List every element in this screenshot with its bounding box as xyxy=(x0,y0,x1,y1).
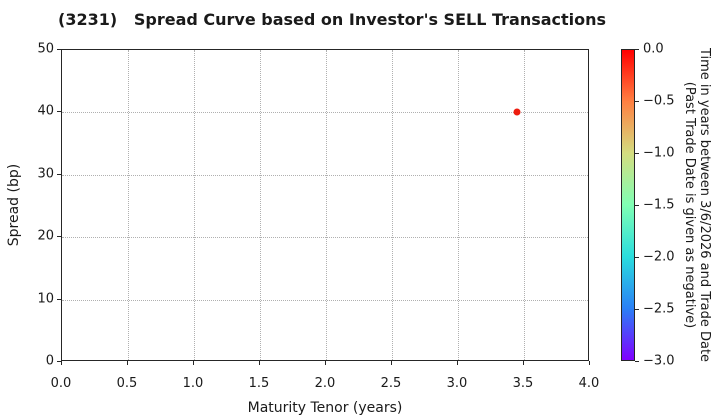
y-tick-label: 50 xyxy=(37,41,54,57)
y-tick-label: 0 xyxy=(45,353,54,369)
y-tick-label: 30 xyxy=(37,166,54,182)
x-tick-mark xyxy=(127,361,128,365)
gridline-vertical xyxy=(128,50,129,360)
x-tick-mark xyxy=(589,361,590,365)
colorbar-tick-mark xyxy=(635,49,639,50)
x-tick-label: 3.5 xyxy=(512,376,534,391)
gridline-horizontal xyxy=(62,237,588,239)
colorbar-tick-mark xyxy=(635,309,639,310)
colorbar-tick-mark xyxy=(635,361,639,362)
y-tick-mark xyxy=(57,298,61,300)
gridline-vertical xyxy=(194,50,195,360)
x-tick-mark xyxy=(457,361,458,365)
gridline-horizontal xyxy=(62,174,588,176)
colorbar-tick-label: −3.0 xyxy=(643,353,675,369)
x-tick-label: 4.0 xyxy=(578,376,600,391)
plot-area xyxy=(61,49,589,361)
x-tick-label: 0.0 xyxy=(50,376,72,391)
y-tick-mark xyxy=(57,49,61,50)
x-tick-mark xyxy=(259,361,260,365)
gridline-vertical xyxy=(326,50,327,360)
x-tick-label: 1.5 xyxy=(248,376,270,391)
colorbar xyxy=(621,49,635,361)
colorbar-tick-label: 0.0 xyxy=(643,41,664,57)
x-tick-label: 2.5 xyxy=(380,376,402,391)
x-tick-mark xyxy=(61,361,62,365)
gridline-vertical xyxy=(524,50,525,360)
colorbar-label-line1: Time in years between 3/6/2026 and Trade… xyxy=(697,47,712,363)
y-tick-mark xyxy=(57,173,61,175)
colorbar-label: Time in years between 3/6/2026 and Trade… xyxy=(682,35,712,375)
gridline-horizontal xyxy=(62,112,588,114)
x-tick-label: 2.0 xyxy=(314,376,336,391)
y-tick-mark xyxy=(57,111,61,113)
gridline-vertical xyxy=(392,50,393,360)
y-tick-label: 20 xyxy=(37,228,54,244)
gridline-horizontal xyxy=(62,299,588,301)
colorbar-tick-mark xyxy=(635,153,639,154)
x-tick-label: 0.5 xyxy=(116,376,138,391)
data-point xyxy=(513,108,521,116)
y-tick-label: 10 xyxy=(37,291,54,307)
colorbar-tick-label: −1.0 xyxy=(643,145,675,161)
colorbar-tick-mark xyxy=(635,205,639,206)
x-tick-label: 1.0 xyxy=(182,376,204,391)
gridline-vertical xyxy=(458,50,459,360)
chart-title: (3231) Spread Curve based on Investor's … xyxy=(58,10,607,29)
colorbar-tick-label: −2.0 xyxy=(643,249,675,265)
colorbar-tick-mark xyxy=(635,101,639,102)
y-tick-label: 40 xyxy=(37,103,54,119)
colorbar-tick-label: −1.5 xyxy=(643,197,675,213)
y-tick-mark xyxy=(57,361,61,362)
x-axis-label: Maturity Tenor (years) xyxy=(247,400,403,416)
colorbar-tick-label: −2.5 xyxy=(643,301,675,317)
x-tick-label: 3.0 xyxy=(446,376,468,391)
x-tick-mark xyxy=(523,361,524,365)
y-tick-mark xyxy=(57,236,61,238)
colorbar-label-line2: (Past Trade Date is given as negative) xyxy=(682,81,697,329)
x-tick-mark xyxy=(325,361,326,365)
colorbar-tick-label: −0.5 xyxy=(643,93,675,109)
gridline-vertical xyxy=(260,50,261,360)
x-tick-mark xyxy=(193,361,194,365)
x-tick-mark xyxy=(391,361,392,365)
colorbar-tick-mark xyxy=(635,257,639,258)
